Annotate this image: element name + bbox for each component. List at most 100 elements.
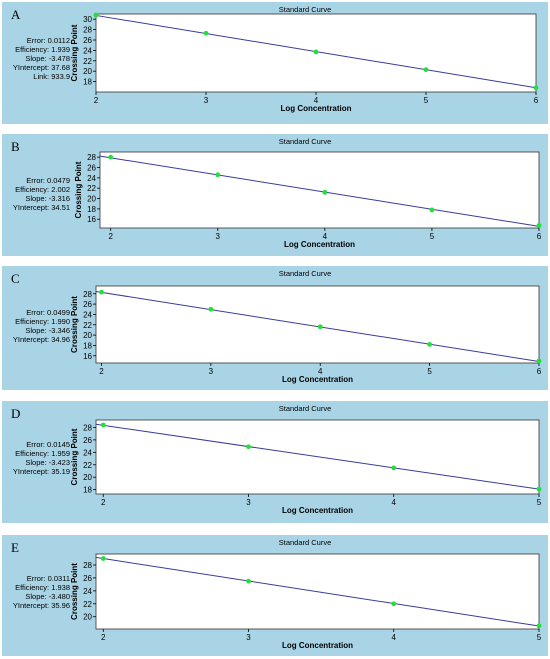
panel-letter: B <box>11 139 20 154</box>
stat-row: YIntercept: 34.51 <box>12 203 70 212</box>
data-point <box>208 306 214 312</box>
stat-row: Error: 0.0311 <box>26 574 70 583</box>
y-tick-label: 26 <box>83 574 92 583</box>
data-point <box>93 12 99 18</box>
x-tick-label: 3 <box>216 232 221 241</box>
y-tick-label: 16 <box>87 215 96 224</box>
data-point <box>313 49 319 55</box>
y-tick-label: 20 <box>83 331 92 340</box>
y-tick-label: 18 <box>83 341 92 350</box>
x-tick-label: 4 <box>318 367 323 376</box>
panel-letter: A <box>11 7 21 22</box>
data-point <box>100 422 106 428</box>
x-tick-label: 5 <box>537 498 542 507</box>
data-point <box>108 154 114 160</box>
x-tick-label: 2 <box>101 633 106 642</box>
x-tick-label: 3 <box>246 498 251 507</box>
data-point <box>100 556 106 561</box>
y-tick-label: 18 <box>83 78 92 87</box>
data-point <box>427 341 433 347</box>
standard-curve-chart: 20 22 24 26 28 2 3 4 5 Log Concentration Crossing … <box>70 553 542 650</box>
stat-row: Efficiency: 1.959 <box>15 449 70 458</box>
panel-letter: D <box>11 406 21 421</box>
stat-row: Error: 0.0499 <box>26 308 70 317</box>
y-tick-label: 28 <box>83 423 92 432</box>
stat-row: YIntercept: 35.96 <box>12 601 70 610</box>
x-tick-label: 3 <box>204 96 209 105</box>
y-tick-label: 26 <box>83 36 92 45</box>
stat-row: Error: 0.0145 <box>26 440 70 449</box>
data-point <box>317 324 323 330</box>
y-tick-label: 18 <box>83 486 92 495</box>
data-point <box>536 486 542 492</box>
y-tick-label: 28 <box>83 290 92 299</box>
panel-b: B Error: 0.0479 Efficiency: 2.002 Slope: -3… <box>2 134 548 256</box>
stat-row: Slope: -3.480 <box>25 592 70 601</box>
data-point <box>203 30 209 36</box>
y-tick-label: 20 <box>83 613 92 622</box>
y-tick-label: 22 <box>83 321 92 330</box>
x-tick-label: 2 <box>94 96 99 105</box>
stat-row: Efficiency: 2.002 <box>15 185 70 194</box>
y-tick-label: 24 <box>87 174 96 183</box>
y-axis-title: Crossing Point <box>70 24 79 81</box>
stat-row: YIntercept: 35.19 <box>12 467 70 476</box>
x-tick-label: 2 <box>99 367 104 376</box>
x-axis-title: Log Concentration <box>282 506 353 515</box>
x-tick-label: 2 <box>108 232 113 241</box>
stat-row: Slope: -3.316 <box>25 194 70 203</box>
chart-title: Standard Curve <box>278 137 332 146</box>
stat-row: Efficiency: 1.938 <box>15 583 70 592</box>
x-tick-label: 4 <box>314 96 319 105</box>
x-tick-label: 3 <box>209 367 214 376</box>
data-point <box>246 578 251 584</box>
data-point <box>536 223 542 228</box>
x-axis-title: Log Concentration <box>284 240 355 249</box>
x-tick-label: 3 <box>246 633 251 642</box>
y-axis-title: Crossing Point <box>70 428 79 485</box>
panel-letter: C <box>11 271 20 286</box>
y-tick-label: 24 <box>83 46 92 55</box>
y-axis-title: Crossing Point <box>70 296 79 353</box>
y-tick-label: 24 <box>83 310 92 319</box>
chart-title: Standard Curve <box>278 269 332 278</box>
fit-line <box>95 556 540 627</box>
x-axis-title: Log Concentration <box>280 104 351 113</box>
data-point <box>391 465 397 471</box>
x-tick-label: 6 <box>537 232 542 241</box>
x-tick-label: 5 <box>427 367 432 376</box>
statistics-box: Error: 0.0499 Efficiency: 1.990 Slope: -3.… <box>2 308 70 344</box>
fit-line <box>99 155 540 227</box>
y-tick-label: 20 <box>87 195 96 204</box>
y-tick-label: 24 <box>83 448 92 457</box>
statistics-box: Error: 0.0145 Efficiency: 1.959 Slope: -3.… <box>2 440 70 476</box>
x-tick-label: 5 <box>430 232 435 241</box>
data-point <box>322 189 328 195</box>
chart-title: Standard Curve <box>278 404 332 413</box>
data-point <box>536 358 542 364</box>
data-point <box>246 444 251 450</box>
panel-d: D Error: 0.0145 Efficiency: 1.959 Slope: -3… <box>2 401 548 523</box>
stat-row: YIntercept: 37.68 <box>12 63 70 72</box>
plot-area <box>99 151 540 229</box>
y-tick-label: 20 <box>83 473 92 482</box>
y-tick-label: 28 <box>83 26 92 35</box>
stat-row: Efficiency: 1.939 <box>15 45 70 54</box>
x-tick-label: 6 <box>534 96 539 105</box>
chart-title: Standard Curve <box>278 538 332 547</box>
y-tick-label: 22 <box>83 600 92 609</box>
fit-line <box>95 291 540 363</box>
y-tick-label: 28 <box>83 561 92 570</box>
y-tick-label: 26 <box>87 164 96 173</box>
panel-e: E Error: 0.0311 Efficiency: 1.938 Slope: -3… <box>2 535 548 656</box>
statistics-box: Error: 0.0112 Efficiency: 1.939 Slope: -3.… <box>2 36 70 81</box>
y-tick-label: 16 <box>83 352 92 361</box>
stat-row: Efficiency: 1.990 <box>15 317 70 326</box>
x-axis-title: Log Concentration <box>282 641 353 650</box>
statistics-box: Error: 0.0311 Efficiency: 1.938 Slope: -3.… <box>2 574 70 610</box>
y-axis-title: Crossing Point <box>74 161 83 218</box>
x-tick-label: 4 <box>323 232 328 241</box>
